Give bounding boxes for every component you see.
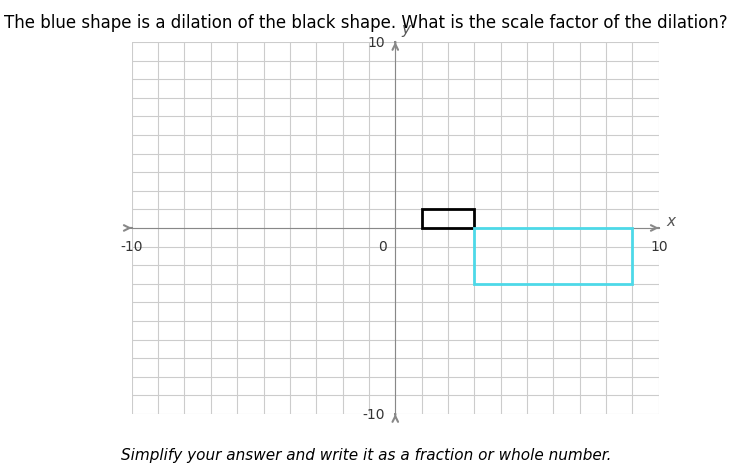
Text: -10: -10 xyxy=(121,239,143,254)
Text: 0: 0 xyxy=(378,239,387,254)
Text: The blue shape is a dilation of the black shape. What is the scale factor of the: The blue shape is a dilation of the blac… xyxy=(4,14,728,32)
Bar xyxy=(474,228,632,284)
Text: y: y xyxy=(401,22,411,37)
Text: x: x xyxy=(667,214,676,228)
Bar xyxy=(422,210,474,228)
Text: -10: -10 xyxy=(362,407,385,421)
Text: Simplify your answer and write it as a fraction or whole number.: Simplify your answer and write it as a f… xyxy=(121,447,611,462)
Text: 10: 10 xyxy=(650,239,668,254)
Text: 10: 10 xyxy=(367,36,385,50)
